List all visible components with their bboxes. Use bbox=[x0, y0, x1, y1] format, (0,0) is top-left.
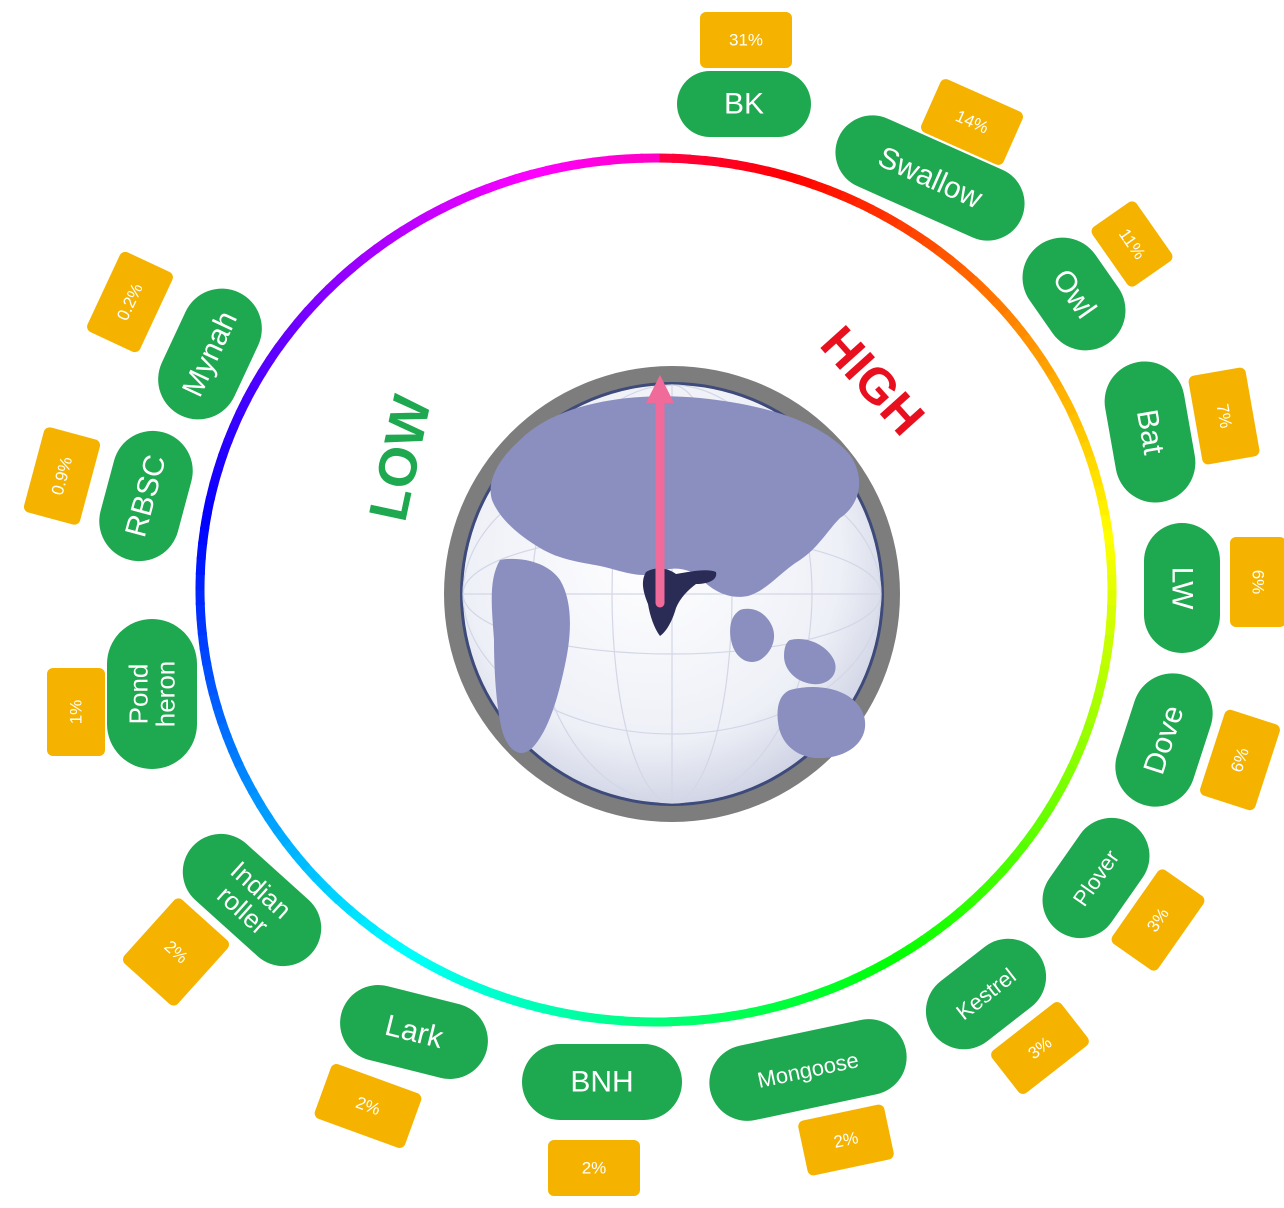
percent-badge: 3% bbox=[1111, 869, 1205, 971]
percent-badge: 7% bbox=[1188, 367, 1260, 465]
percent-badge-box bbox=[798, 1104, 894, 1176]
percent-value: 6% bbox=[1249, 570, 1268, 595]
item-pill: LW bbox=[1144, 523, 1220, 653]
item-pill-box bbox=[1144, 523, 1220, 653]
percent-badge-box bbox=[991, 1002, 1089, 1094]
item-pill: Kestrel bbox=[925, 938, 1047, 1050]
percent-badge: 11% bbox=[1091, 201, 1173, 287]
percent-badge: 2% bbox=[314, 1064, 422, 1148]
percent-badge: 1% bbox=[47, 668, 105, 756]
percent-value: 31% bbox=[729, 31, 763, 50]
item-pill: Mynah bbox=[158, 288, 262, 420]
item-pill: BNH bbox=[522, 1044, 682, 1120]
item-name: BNH bbox=[570, 1066, 633, 1099]
percent-badge: 2% bbox=[548, 1140, 640, 1196]
percent-badge-box bbox=[1200, 709, 1280, 811]
item-labels: 31%BK14%Swallow11%Owl7%Bat6%LW6%Dove3%Pl… bbox=[23, 12, 1284, 1196]
percent-badge-box bbox=[921, 79, 1023, 165]
item-pill: BK bbox=[677, 71, 811, 137]
percent-badge: 6% bbox=[1200, 709, 1280, 811]
item-pill-box bbox=[99, 430, 193, 562]
percent-value: 2% bbox=[832, 1128, 860, 1152]
continents bbox=[490, 396, 866, 759]
item-pill-box bbox=[340, 985, 488, 1079]
globe bbox=[444, 366, 900, 822]
item-pill-box bbox=[182, 833, 322, 967]
item-pill-box bbox=[925, 938, 1047, 1050]
item-name: Pond bbox=[123, 664, 153, 725]
item-name: Bat bbox=[1130, 407, 1170, 458]
percent-badge: 2% bbox=[798, 1104, 894, 1176]
item-pill-box bbox=[677, 71, 811, 137]
spectrum-ring bbox=[195, 153, 1117, 1027]
percent-badge-box bbox=[23, 427, 101, 525]
item-pill: Mongoose bbox=[709, 1019, 907, 1121]
item-pill-box bbox=[158, 288, 262, 420]
percent-badge-box bbox=[87, 251, 173, 353]
item-pill-box bbox=[709, 1019, 907, 1121]
item-pill: RBSC bbox=[99, 430, 193, 562]
item-name: heron bbox=[151, 661, 181, 728]
percent-badge-box bbox=[700, 12, 792, 68]
percent-badge-box bbox=[314, 1064, 422, 1148]
item-pill-box bbox=[1042, 817, 1150, 939]
needle-tip bbox=[646, 375, 674, 403]
item-pill-box bbox=[1022, 237, 1126, 351]
percent-value: 2% bbox=[582, 1159, 607, 1178]
percent-badge-box bbox=[1230, 537, 1284, 627]
item-pill-box bbox=[522, 1044, 682, 1120]
percent-badge: 6% bbox=[1230, 537, 1284, 627]
item-pill-box bbox=[1104, 361, 1196, 503]
item-pill-box bbox=[1115, 673, 1213, 807]
item-pill-box bbox=[107, 619, 197, 769]
item-pill-box bbox=[835, 115, 1025, 241]
percent-badge-box bbox=[1091, 201, 1173, 287]
percent-badge: 2% bbox=[122, 898, 230, 1006]
item-name: BK bbox=[724, 88, 764, 121]
percent-badge-box bbox=[122, 898, 230, 1006]
item-pill: Lark bbox=[340, 985, 488, 1079]
item-name: LW bbox=[1166, 567, 1199, 610]
low-label: LOW bbox=[358, 390, 443, 526]
item-pill: Owl bbox=[1022, 237, 1126, 351]
percent-badge-box bbox=[1111, 869, 1205, 971]
percent-badge: 31% bbox=[700, 12, 792, 68]
item-pill: Dove bbox=[1115, 673, 1213, 807]
percent-badge-box bbox=[1188, 367, 1260, 465]
percent-badge: 0.9% bbox=[23, 427, 101, 525]
item-pill: Bat bbox=[1104, 361, 1196, 503]
percent-badge-box bbox=[548, 1140, 640, 1196]
percent-badge: 14% bbox=[921, 79, 1023, 165]
percent-badge: 0.2% bbox=[87, 251, 173, 353]
percent-badge-box bbox=[47, 668, 105, 756]
item-pill: Plover bbox=[1042, 817, 1150, 939]
high-label: HIGH bbox=[810, 315, 935, 445]
percent-value: 1% bbox=[67, 700, 86, 725]
percent-badge: 3% bbox=[991, 1002, 1089, 1094]
percent-value: 7% bbox=[1213, 402, 1236, 430]
